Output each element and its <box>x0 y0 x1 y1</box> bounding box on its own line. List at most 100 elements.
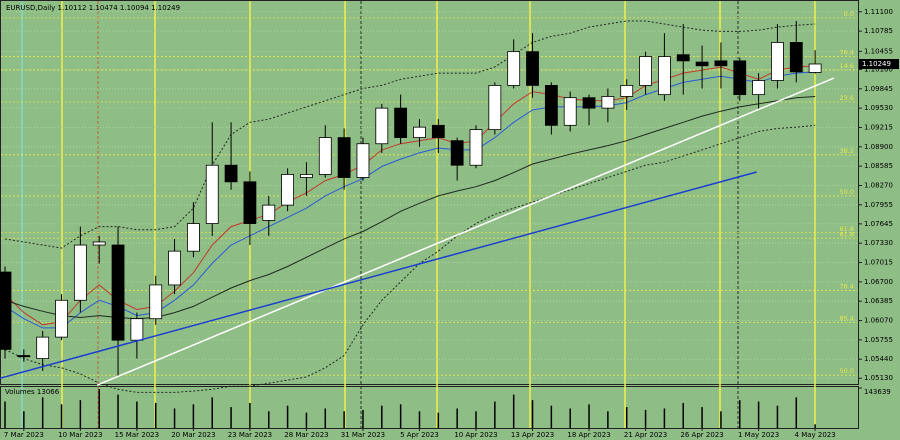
candle-body <box>733 60 747 96</box>
y-tick-label: 1.09530 <box>864 104 893 112</box>
y-tick-label: 1.10785 <box>864 27 893 35</box>
trendlines <box>0 77 835 386</box>
candles <box>0 20 822 378</box>
x-tick-label: 4 May 2023 <box>795 431 836 439</box>
y-tick-label: 1.07955 <box>864 201 893 209</box>
candle-body <box>431 124 445 139</box>
candle-body <box>318 137 332 175</box>
candle-body <box>262 204 276 221</box>
y-tick-label: 1.09845 <box>864 85 893 93</box>
candle-body <box>469 129 483 166</box>
candle-body <box>73 244 87 301</box>
fib-label: 76.4 <box>840 282 854 290</box>
candle-body <box>601 96 615 109</box>
fib-label: 50.0 <box>840 367 854 375</box>
indicator-line <box>4 71 816 329</box>
fib-label: 50.0 <box>840 188 854 196</box>
indicator-line <box>4 124 816 393</box>
candle-body <box>224 164 238 183</box>
y-tick-label: 1.07645 <box>864 220 893 228</box>
x-tick-label: 20 Mar 2023 <box>171 431 215 439</box>
x-tick-label: 31 Mar 2023 <box>341 431 385 439</box>
fib-label: 76.4 <box>840 49 854 57</box>
candle-body <box>55 299 68 338</box>
x-tick-label: 13 Apr 2023 <box>511 431 554 439</box>
candle-body <box>205 164 219 224</box>
volume-last: 13066 <box>37 388 60 396</box>
candle-body <box>563 97 577 126</box>
x-tick-label: 26 Apr 2023 <box>680 431 723 439</box>
candle-body <box>695 61 709 67</box>
candle-body <box>676 54 690 62</box>
trendline <box>97 77 835 386</box>
candle-body <box>620 85 634 97</box>
x-tick-label: 7 Mar 2023 <box>4 431 44 439</box>
fib-label: 0.0 <box>844 10 854 18</box>
trendline <box>0 171 757 379</box>
candle-body <box>526 51 539 86</box>
candle-body <box>507 51 521 86</box>
y-tick-label: 1.05755 <box>864 336 893 344</box>
ohlc-high: 1.10474 <box>89 4 118 12</box>
candle-body <box>544 85 558 126</box>
x-tick-label: 28 Mar 2023 <box>284 431 328 439</box>
fib-label: 38.2 <box>840 147 854 155</box>
x-tick-label: 15 Mar 2023 <box>115 431 159 439</box>
candle-body <box>281 174 295 206</box>
fib-label: 61.8 <box>840 230 854 238</box>
candle-body <box>92 241 106 246</box>
x-tick-label: 10 Mar 2023 <box>58 431 102 439</box>
ohlc-close: 1.10249 <box>151 4 180 12</box>
candle-body <box>17 355 31 358</box>
y-tick-label: 1.09215 <box>864 123 893 131</box>
volume-label: Volumes <box>5 388 35 396</box>
y-tick-label: 1.05440 <box>864 355 893 363</box>
y-tick-label: 1.08585 <box>864 162 893 170</box>
y-tick-label: 1.07015 <box>864 259 893 267</box>
indicator-line <box>4 65 816 326</box>
candle-body <box>168 250 181 286</box>
y-tick-label: 1.06385 <box>864 297 893 305</box>
chart-title: EURUSD,Daily <box>6 4 55 12</box>
candle-body <box>243 181 257 224</box>
ohlc-low: 1.10094 <box>120 4 149 12</box>
x-tick-label: 23 Mar 2023 <box>228 431 272 439</box>
fib-label: 85.4 <box>840 314 854 322</box>
y-tick-label: 1.08900 <box>864 143 893 151</box>
y-tick-label: 1.07330 <box>864 239 893 247</box>
price-box <box>859 58 899 69</box>
y-tick-label: 1.10455 <box>864 47 893 55</box>
candle-body <box>658 56 671 96</box>
candle-body <box>582 97 596 109</box>
candle-body <box>639 56 652 86</box>
y-tick-label: 1.08270 <box>864 181 893 189</box>
y-tick-label: 1.05130 <box>864 374 893 382</box>
fib-label: 23.6 <box>840 94 854 102</box>
fib-label: 61.8 <box>840 225 854 233</box>
x-tick-label: 10 Apr 2023 <box>454 431 497 439</box>
y-tick-label: 1.11100 <box>864 8 893 16</box>
candle-body <box>300 174 313 178</box>
candle-body <box>488 85 502 131</box>
candle-body <box>413 126 426 139</box>
plot-frame <box>0 0 859 385</box>
x-tick-label: 1 May 2023 <box>738 431 779 439</box>
x-tick-label: 21 Apr 2023 <box>624 431 667 439</box>
x-tick-label: 18 Apr 2023 <box>567 431 610 439</box>
ohlc-open: 1.10112 <box>58 4 87 12</box>
y-tick-label: 1.06700 <box>864 278 893 286</box>
candle-body <box>111 244 125 341</box>
volume-frame <box>0 386 859 429</box>
candle-body <box>714 60 728 67</box>
fib-levels: 0.0 76.4 14.6 23.6 38.2 50.0 61.861.8 76.4 85.4 5… <box>1 10 858 376</box>
candle-body <box>450 140 464 166</box>
candle-body <box>771 42 784 81</box>
candle-body <box>36 336 50 360</box>
price-label: 1.10249 <box>862 60 891 68</box>
candle-body <box>752 80 765 96</box>
y-tick-label: 1.06070 <box>864 317 893 325</box>
candle-body <box>356 143 370 178</box>
volume-tick-label: 143639 <box>864 388 891 396</box>
